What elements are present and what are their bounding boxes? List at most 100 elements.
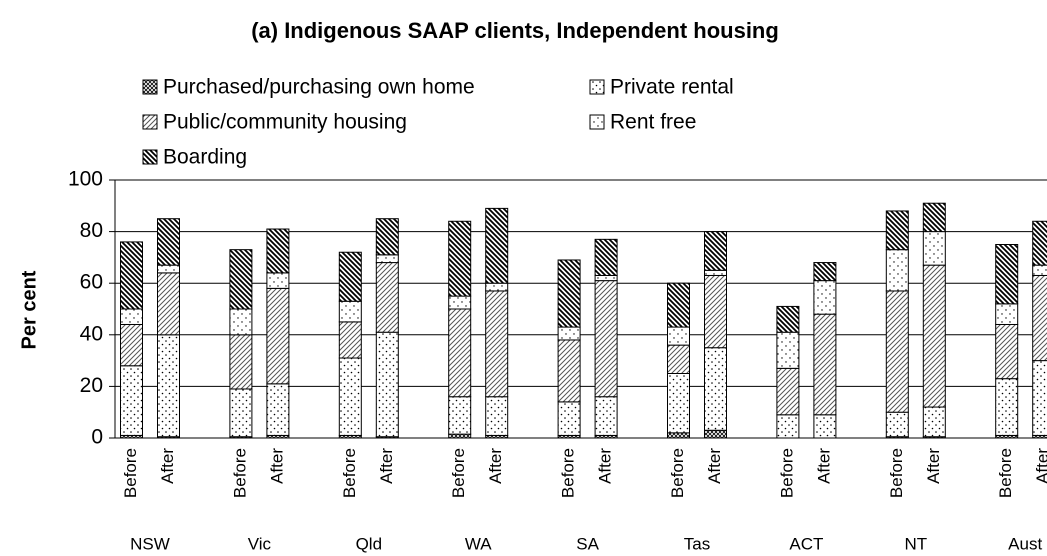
bar-segment: [667, 282, 690, 328]
legend-label: Public/community housing: [163, 111, 407, 134]
bar-segment: [776, 367, 800, 416]
bar-segment: [667, 326, 690, 346]
bar-segment: [813, 313, 837, 416]
bar-segment: [557, 259, 581, 328]
bar-segment: [594, 238, 618, 276]
bar-segment: [813, 262, 837, 282]
x-tick-label: Before: [230, 448, 249, 498]
legend-swatch: [142, 79, 158, 95]
bar-segment: [704, 269, 727, 276]
y-tick-label: 20: [80, 374, 103, 397]
bar-segment: [375, 254, 399, 264]
bar-segment: [157, 272, 180, 336]
bar-segment: [338, 251, 362, 302]
bar-segment: [776, 305, 800, 333]
bar-segment: [448, 396, 472, 435]
bar-segment: [229, 249, 253, 310]
legend-label: Private rental: [610, 76, 734, 99]
bar-segment: [922, 231, 946, 266]
legend-swatch: [142, 114, 158, 130]
bar-segment: [120, 365, 143, 436]
chart-title: (a) Indigenous SAAP clients, Independent…: [251, 18, 779, 43]
x-tick-label: After: [486, 448, 505, 484]
bar-segment: [120, 241, 143, 310]
x-tick-label: Before: [121, 448, 140, 498]
x-tick-label: After: [1033, 448, 1047, 484]
x-tick-label: After: [814, 448, 833, 484]
group-label: SA: [576, 534, 599, 553]
x-tick-label: Before: [996, 448, 1015, 498]
y-axis-label: Per cent: [18, 270, 40, 349]
y-tick-label: 60: [80, 271, 103, 294]
bar-segment: [667, 344, 690, 374]
bar-segment: [813, 280, 837, 315]
bar-segment: [995, 378, 1019, 436]
bar-segment: [157, 218, 180, 266]
bar-segment: [448, 295, 472, 310]
bar-segment: [1032, 220, 1047, 266]
bar-segment: [375, 262, 399, 333]
bar-segment: [229, 334, 253, 390]
bar-segment: [594, 274, 618, 282]
legend-label: Purchased/purchasing own home: [163, 76, 475, 99]
x-tick-label: Before: [449, 448, 468, 498]
bar-segment: [885, 411, 909, 438]
bar-segment: [667, 373, 690, 434]
bar-segment: [557, 401, 581, 436]
bar-segment: [157, 264, 180, 274]
x-tick-label: After: [705, 448, 724, 484]
bar-segment: [338, 300, 362, 323]
bar-segment: [995, 303, 1019, 325]
bar-segment: [922, 264, 946, 408]
legend-swatch: [589, 79, 605, 95]
group-label: NSW: [130, 534, 170, 553]
bar-segment: [704, 231, 727, 271]
x-tick-label: Before: [777, 448, 796, 498]
bar-segment: [704, 347, 727, 431]
bar-segment: [594, 280, 618, 398]
x-tick-label: Before: [887, 448, 906, 498]
group-label: Tas: [684, 534, 710, 553]
bar-segment: [120, 323, 143, 367]
bar-segment: [1032, 274, 1047, 362]
bar-segment: [485, 207, 509, 284]
y-tick-label: 0: [91, 426, 103, 449]
bar-segment: [1032, 264, 1047, 276]
bar-segment: [157, 334, 180, 438]
bar-segment: [448, 308, 472, 398]
bar-segment: [995, 323, 1019, 380]
y-tick-label: 80: [80, 219, 103, 242]
x-tick-label: Before: [668, 448, 687, 498]
bar-segment: [485, 282, 509, 292]
x-tick-label: Before: [340, 448, 359, 498]
legend-label: Boarding: [163, 146, 247, 169]
y-tick-label: 100: [68, 168, 103, 191]
bar-segment: [266, 383, 290, 436]
bar-segment: [557, 326, 581, 341]
bar-segment: [448, 433, 472, 439]
bar-segment: [229, 388, 253, 438]
bar-segment: [594, 396, 618, 436]
y-tick-label: 40: [80, 322, 103, 345]
bar-segment: [885, 249, 909, 292]
legend-label: Rent free: [610, 111, 696, 134]
bar-segment: [485, 396, 509, 436]
bar-segment: [922, 406, 946, 438]
bar-segment: [813, 414, 837, 439]
bar-segment: [448, 220, 472, 297]
x-tick-label: After: [596, 448, 615, 484]
group-label: NT: [904, 534, 927, 553]
bar-segment: [375, 331, 399, 438]
group-label: ACT: [789, 534, 823, 553]
x-tick-label: After: [924, 448, 943, 484]
legend-swatch: [589, 114, 605, 130]
bar-segment: [885, 290, 909, 413]
x-tick-label: After: [377, 448, 396, 484]
bar-segment: [776, 414, 800, 439]
bar-segment: [704, 274, 727, 349]
bar-segment: [995, 244, 1019, 305]
bar-segment: [266, 287, 290, 385]
bar-segment: [667, 432, 690, 439]
